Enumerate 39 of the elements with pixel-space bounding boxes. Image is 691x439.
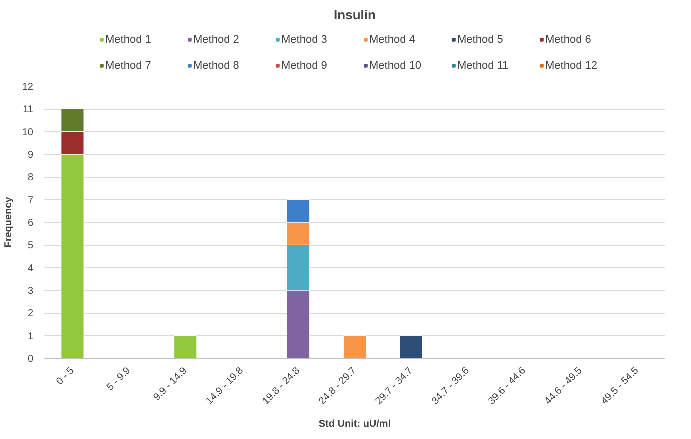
y-tick-label: 8 xyxy=(28,172,34,184)
legend-label: Method 11 xyxy=(458,60,510,72)
legend-label: Method 10 xyxy=(370,60,422,72)
bar xyxy=(343,336,367,358)
y-tick-label: 10 xyxy=(22,127,34,138)
y-tick-label: 4 xyxy=(28,263,34,274)
x-tick-label: 14.9 - 19.8 xyxy=(204,365,246,408)
bar xyxy=(174,336,198,358)
y-tick-label: 1 xyxy=(28,331,34,342)
x-tick-label: 19.8 - 24.8 xyxy=(260,365,303,408)
x-tick-label: 5 - 9.9 xyxy=(105,365,134,394)
bar xyxy=(400,336,423,358)
y-tick-label: 5 xyxy=(28,240,34,252)
x-tick-label: 44.6 - 49.5 xyxy=(543,365,586,408)
y-axis-title: Frequency xyxy=(3,196,14,248)
legend-label: Method 3 xyxy=(282,34,328,46)
legend-label: Method 1 xyxy=(106,34,152,46)
x-axis-title: Std Unit: uU/ml xyxy=(318,419,392,430)
legend-label: Method 9 xyxy=(282,60,328,72)
x-tick-label: 49.5 - 54.5 xyxy=(600,365,642,408)
legend-label: Method 7 xyxy=(106,60,152,72)
y-tick-label: 0 xyxy=(28,354,34,365)
x-tick-label: 39.6 - 44.6 xyxy=(486,365,529,408)
y-tick-label: 2 xyxy=(28,308,34,320)
legend-label: Method 6 xyxy=(546,34,592,46)
x-tick-label: 0 - 5 xyxy=(54,365,77,388)
y-tick-label: 6 xyxy=(28,218,34,229)
y-tick-label: 7 xyxy=(28,195,34,206)
legend-label: Method 4 xyxy=(370,34,416,46)
y-tick-label: 12 xyxy=(22,82,34,93)
y-tick-label: 9 xyxy=(28,150,34,161)
x-tick-label: 9.9 - 14.9 xyxy=(152,365,190,404)
legend-label: Method 12 xyxy=(546,60,598,72)
legend-label: Method 2 xyxy=(194,34,240,46)
legend-label: Method 5 xyxy=(458,34,504,46)
y-tick-label: 3 xyxy=(28,286,34,297)
legend-label: Method 8 xyxy=(194,60,240,72)
chart-title: Insulin xyxy=(334,8,376,22)
y-tick-label: 11 xyxy=(23,104,34,116)
